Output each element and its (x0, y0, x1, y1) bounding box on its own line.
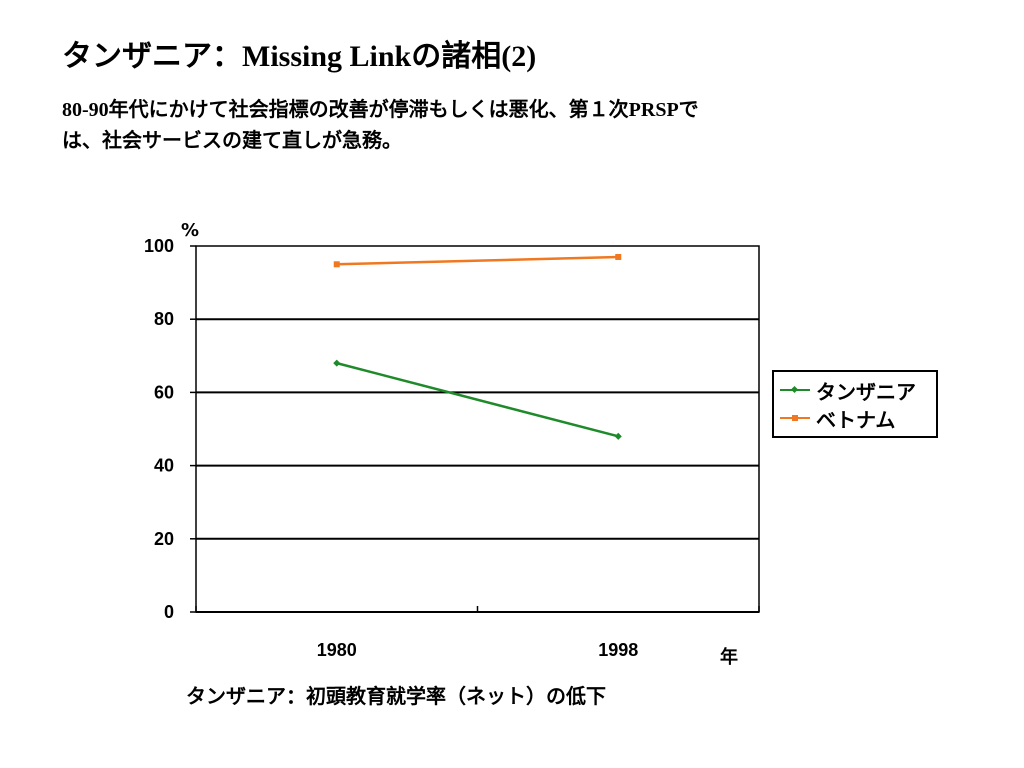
legend-label-vietnam: ベトナム (816, 407, 896, 432)
x-tick-label-1998: 1998 (598, 640, 638, 660)
slide-title: タンザニア：Missing Linkの諸相(2) (62, 40, 536, 73)
subtitle-line1: 年代にかけて社会指標の改善が停滞もしくは悪化、第１次 (108, 97, 629, 121)
series-line-0 (336, 361, 619, 438)
subtitle-line1-end: で (678, 97, 699, 121)
slide-subtitle: 80-90年代にかけて社会指標の改善が停滞もしくは悪化、第１次PRSPでは、社会… (62, 94, 962, 155)
series-line-1 (336, 255, 619, 266)
legend-label-tanzania: タンザニア (816, 379, 916, 404)
title-jp-part2: の諸相 (411, 39, 502, 74)
legend-swatch-tanzania (780, 389, 810, 391)
chart-legend: タンザニア ベトナム (772, 370, 938, 438)
title-latin-part: Missing Link (242, 40, 412, 73)
y-tick-label-100: 100 (144, 236, 174, 256)
data-point-1-1 (615, 253, 622, 260)
legend-item-tanzania: タンザニア (780, 376, 930, 404)
subtitle-prsp: PRSP (628, 99, 679, 121)
y-tick-label-60: 60 (154, 382, 174, 402)
data-point-0-1 (614, 432, 622, 440)
subtitle-line2: は、社会サービスの建て直しが急務。 (62, 128, 402, 152)
data-point-1-0 (333, 261, 340, 268)
x-axis-unit: 年 (720, 646, 738, 668)
y-tick-label-0: 0 (164, 602, 174, 622)
y-axis-unit: % (181, 220, 199, 241)
legend-item-vietnam: ベトナム (780, 404, 930, 432)
data-point-0-0 (333, 359, 341, 367)
chart-caption: タンザニア：初頭教育就学率（ネット）の低下 (186, 684, 606, 708)
x-tick-label-1980: 1980 (317, 640, 357, 660)
plot-area (195, 245, 760, 613)
title-colon: ： (212, 39, 242, 74)
title-jp-part1: タンザニア (62, 39, 212, 74)
title-number: (2) (501, 40, 537, 73)
y-tick-label-80: 80 (154, 309, 174, 329)
subtitle-years: 80-90 (62, 99, 109, 121)
y-tick-label-40: 40 (154, 456, 174, 476)
legend-swatch-vietnam (780, 415, 810, 421)
y-tick-label-20: 20 (154, 529, 174, 549)
